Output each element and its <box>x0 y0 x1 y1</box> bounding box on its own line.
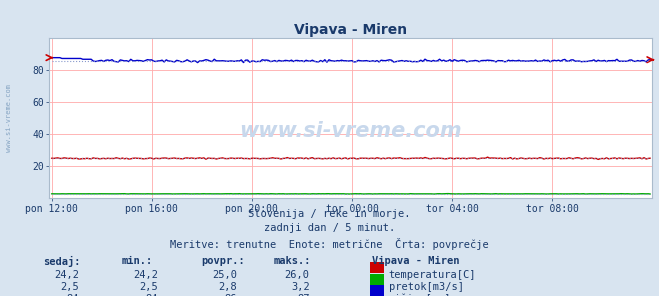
Text: 2,5: 2,5 <box>140 282 158 292</box>
Text: 2,8: 2,8 <box>219 282 237 292</box>
Text: 25,0: 25,0 <box>212 270 237 280</box>
Text: 3,2: 3,2 <box>291 282 310 292</box>
Text: maks.:: maks.: <box>273 256 311 266</box>
Text: 84: 84 <box>146 294 158 296</box>
Title: Vipava - Miren: Vipava - Miren <box>295 23 407 37</box>
Text: 87: 87 <box>297 294 310 296</box>
Text: pretok[m3/s]: pretok[m3/s] <box>389 282 464 292</box>
Text: Meritve: trenutne  Enote: metrične  Črta: povprečje: Meritve: trenutne Enote: metrične Črta: … <box>170 238 489 250</box>
Text: 24,2: 24,2 <box>54 270 79 280</box>
Text: 26,0: 26,0 <box>285 270 310 280</box>
Text: zadnji dan / 5 minut.: zadnji dan / 5 minut. <box>264 223 395 234</box>
Text: www.si-vreme.com: www.si-vreme.com <box>5 84 12 152</box>
Text: povpr.:: povpr.: <box>201 256 244 266</box>
Text: Vipava - Miren: Vipava - Miren <box>372 256 460 266</box>
Text: min.:: min.: <box>122 256 153 266</box>
Text: 84: 84 <box>67 294 79 296</box>
Text: www.si-vreme.com: www.si-vreme.com <box>240 121 462 141</box>
Text: 2,5: 2,5 <box>61 282 79 292</box>
Text: 24,2: 24,2 <box>133 270 158 280</box>
Text: sedaj:: sedaj: <box>43 256 80 267</box>
Text: 86: 86 <box>225 294 237 296</box>
Text: temperatura[C]: temperatura[C] <box>389 270 476 280</box>
Text: Slovenija / reke in morje.: Slovenija / reke in morje. <box>248 209 411 219</box>
Text: višina[cm]: višina[cm] <box>389 294 451 296</box>
